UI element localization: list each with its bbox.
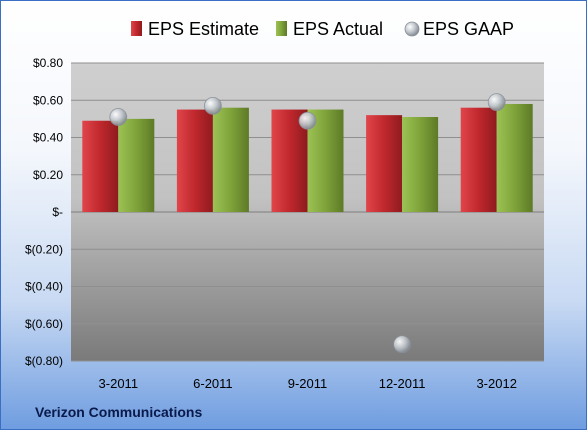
y-tick-label: $0.40 [33,131,63,145]
y-tick-label: $(0.80) [25,354,63,368]
marker-eps-gaap [298,111,317,130]
bar-eps-actual [212,107,249,212]
y-axis-ticks: $0.80 $0.60 $0.40 $0.20 $- $(0.20) $(0.40) $(0.… [25,56,63,368]
x-tick-label: 9-2011 [288,376,328,391]
bars [82,103,533,212]
bar-eps-estimate [366,115,403,212]
x-tick-label: 3-2011 [99,376,139,391]
legend-swatch [131,21,142,36]
y-tick-label: $(0.20) [25,242,63,256]
marker-eps-gaap [203,96,222,115]
y-tick-label: $0.80 [33,56,63,70]
legend-label: EPS Actual [293,19,383,39]
footer-label: Verizon Communications [35,404,202,420]
bar-eps-estimate [460,107,497,212]
marker-eps-gaap [393,335,412,354]
y-tick-label: $(0.60) [25,317,63,331]
legend-swatch [404,21,420,37]
bar-eps-actual [118,118,155,212]
legend-swatch [276,21,287,36]
legend: EPS Estimate EPS Actual EPS GAAP [131,19,514,39]
y-tick-label: $0.20 [33,168,63,182]
marker-eps-gaap [487,93,506,112]
marker-eps-gaap [109,108,128,126]
x-axis-ticks: 3-2011 6-2011 9-2011 12-2011 3-2012 [99,376,517,391]
y-tick-label: $(0.40) [25,280,63,294]
gaap-markers [109,93,506,354]
bar-eps-estimate [176,109,213,212]
x-tick-label: 12-2011 [379,376,426,391]
bar-eps-actual [402,117,439,212]
x-tick-label: 6-2011 [193,376,233,391]
bar-eps-actual [496,103,533,212]
legend-label: EPS Estimate [148,19,259,39]
bar-eps-estimate [82,120,119,212]
legend-label: EPS GAAP [423,19,514,39]
y-tick-label: $0.60 [33,93,63,107]
x-tick-label: 3-2012 [476,376,516,391]
y-tick-label: $- [52,205,63,219]
